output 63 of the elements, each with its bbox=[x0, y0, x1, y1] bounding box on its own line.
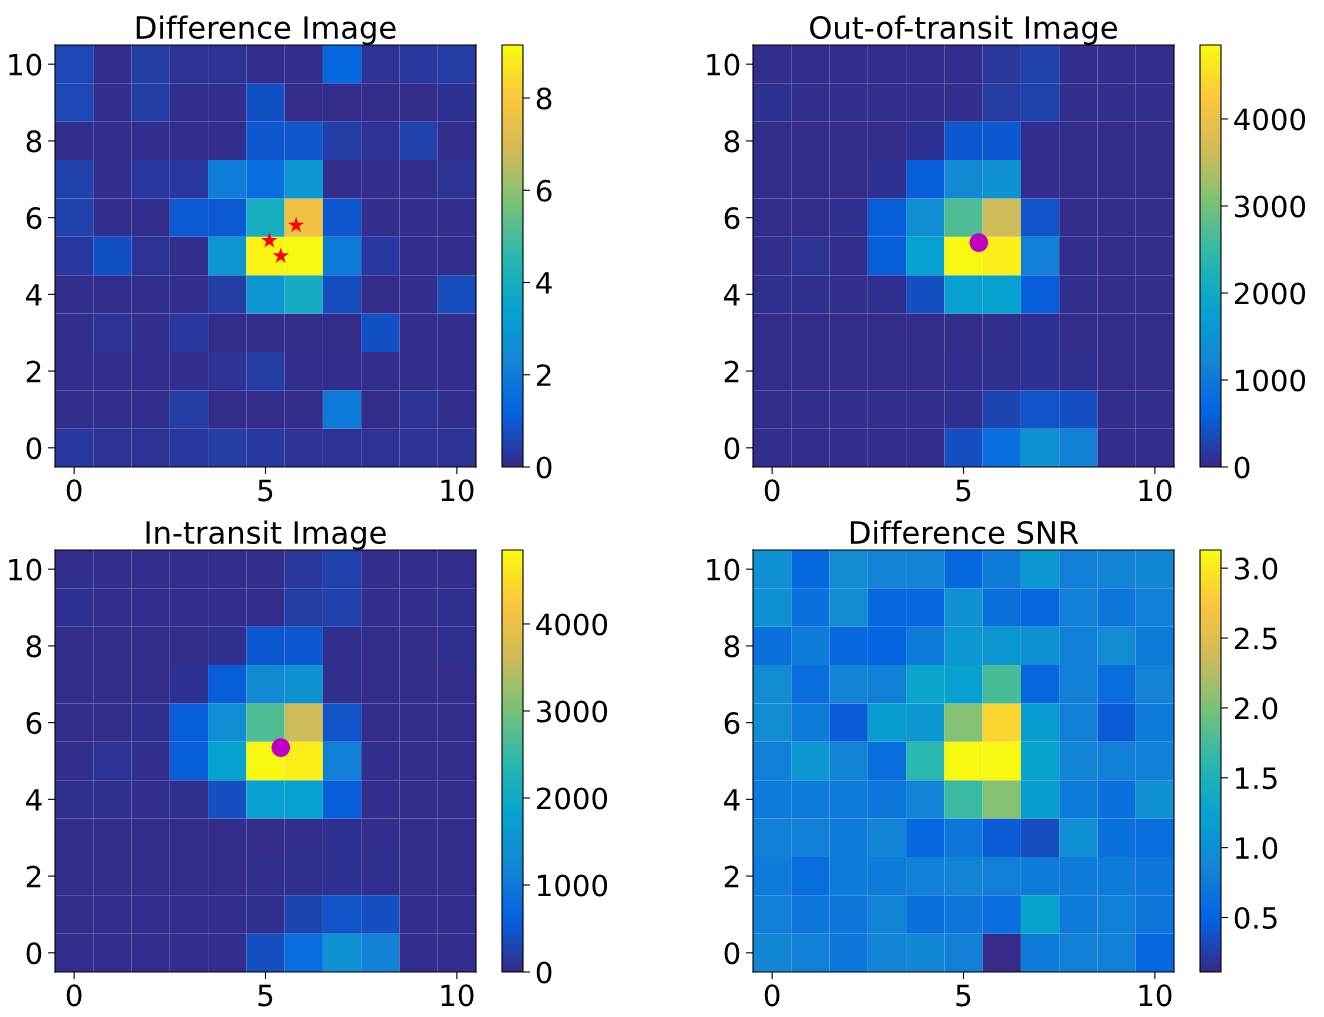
y-tick-label: 0 bbox=[724, 942, 740, 965]
color-bar-label: 2.0 bbox=[1234, 697, 1278, 720]
x-tick-label: 0 bbox=[66, 984, 82, 1007]
color-bar-label: 8 bbox=[536, 87, 552, 110]
color-bar-label: 4000 bbox=[536, 613, 608, 636]
color-bar-label: 0.5 bbox=[1234, 906, 1277, 929]
y-tick-label: 2 bbox=[724, 360, 739, 383]
y-tick-label: 10 bbox=[9, 53, 42, 76]
y-tick-label: 6 bbox=[26, 712, 42, 735]
color-bar-label: 2000 bbox=[1234, 282, 1306, 305]
x-tick-label: 0 bbox=[764, 984, 780, 1007]
color-bar-label: 2 bbox=[536, 364, 551, 386]
color-bar-label: 1.5 bbox=[1236, 767, 1277, 790]
y-tick-label: 10 bbox=[707, 53, 740, 76]
color-bar-label: 0 bbox=[536, 456, 552, 479]
point bbox=[272, 247, 289, 263]
color-bar-label: 6 bbox=[536, 179, 552, 202]
y-tick-label: 6 bbox=[724, 712, 740, 735]
x-tick-label: 10 bbox=[1139, 479, 1172, 502]
y-tick-label: 2 bbox=[26, 865, 41, 888]
color-bar-label: 4 bbox=[536, 272, 552, 294]
y-tick-label: 0 bbox=[26, 437, 42, 460]
y-tick-label: 4 bbox=[26, 284, 42, 306]
color-bar-label: 1000 bbox=[538, 874, 608, 897]
y-tick-label: 0 bbox=[724, 437, 740, 460]
color-bar-label: 4000 bbox=[1234, 108, 1306, 131]
color-bar-label: 3.0 bbox=[1235, 557, 1278, 580]
y-tick-label: 8 bbox=[724, 130, 740, 153]
x-tick-label: 5 bbox=[956, 984, 971, 1007]
y-tick-label: 10 bbox=[707, 558, 740, 581]
color-bar-label: 0 bbox=[536, 961, 552, 984]
y-tick-label: 2 bbox=[724, 865, 739, 888]
color-bar-label: 3000 bbox=[1235, 195, 1306, 218]
y-tick-label: 4 bbox=[724, 789, 740, 811]
x-tick-label: 10 bbox=[441, 984, 474, 1007]
x-tick-label: 10 bbox=[1139, 984, 1172, 1007]
y-tick-label: 8 bbox=[724, 635, 740, 658]
x-tick-label: 0 bbox=[66, 479, 82, 502]
y-tick-label: 8 bbox=[26, 635, 42, 658]
y-tick-label: 6 bbox=[724, 207, 740, 230]
y-tick-label: 4 bbox=[724, 284, 740, 306]
x-tick-label: 0 bbox=[764, 479, 780, 502]
color-bar-label: 3000 bbox=[537, 700, 608, 723]
color-bar-label: 2000 bbox=[536, 787, 608, 810]
color-bar-label: 1.0 bbox=[1236, 837, 1278, 860]
color-bar-label: 1000 bbox=[1236, 369, 1306, 392]
y-tick-label: 10 bbox=[9, 558, 42, 581]
chart-title: Difference SNR bbox=[850, 520, 1079, 545]
x-tick-label: 5 bbox=[258, 479, 273, 502]
color-bar-label: 0 bbox=[1234, 456, 1250, 479]
y-tick-label: 0 bbox=[26, 942, 42, 965]
y-tick-label: 4 bbox=[26, 789, 42, 811]
x-tick-label: 10 bbox=[441, 479, 474, 502]
color-bar-label: 2.5 bbox=[1234, 627, 1277, 650]
y-tick-label: 8 bbox=[26, 130, 42, 153]
chart-title: In-transit Image bbox=[146, 520, 386, 550]
point bbox=[261, 232, 278, 248]
x-tick-label: 5 bbox=[258, 984, 273, 1007]
chart-title: Out-of-transit Image bbox=[810, 15, 1117, 45]
y-tick-label: 6 bbox=[26, 207, 42, 230]
x-tick-label: 5 bbox=[956, 479, 971, 502]
y-tick-label: 2 bbox=[26, 360, 41, 383]
chart-title: Difference Image bbox=[136, 15, 396, 45]
